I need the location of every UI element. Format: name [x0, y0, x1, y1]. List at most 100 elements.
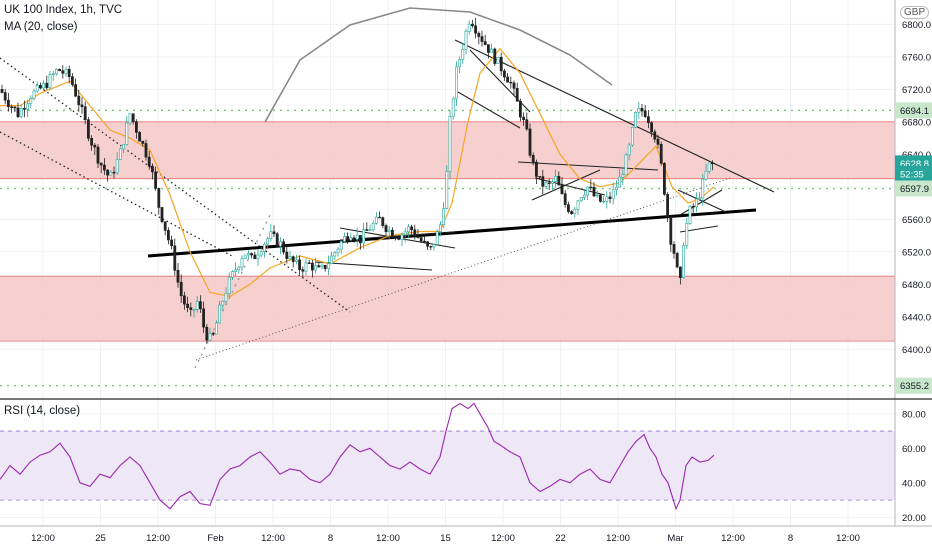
candle-body[interactable]: [173, 245, 177, 271]
candle-body[interactable]: [189, 307, 193, 310]
candle-body[interactable]: [144, 143, 148, 158]
candle-body[interactable]: [611, 189, 615, 199]
pennant-line-3[interactable]: [314, 261, 433, 271]
candle-body[interactable]: [90, 137, 94, 146]
candle-body[interactable]: [339, 241, 343, 250]
candle-body[interactable]: [422, 240, 426, 243]
candle-body[interactable]: [224, 293, 228, 302]
candle-body[interactable]: [448, 116, 452, 172]
candle-body[interactable]: [656, 138, 660, 145]
candle-body[interactable]: [19, 107, 23, 118]
ma-legend[interactable]: MA (20, close): [4, 21, 78, 33]
candle-body[interactable]: [451, 98, 455, 117]
candle-body[interactable]: [3, 92, 7, 101]
candle-body[interactable]: [61, 70, 65, 74]
candle-body[interactable]: [566, 204, 570, 212]
candle-body[interactable]: [614, 186, 618, 190]
candle-body[interactable]: [557, 175, 561, 186]
candle-body[interactable]: [167, 230, 170, 241]
candle-body[interactable]: [570, 211, 574, 215]
candle-body[interactable]: [314, 265, 318, 271]
candle-body[interactable]: [131, 113, 135, 122]
candle-body[interactable]: [323, 264, 327, 269]
candle-body[interactable]: [646, 116, 650, 124]
candle-body[interactable]: [560, 184, 564, 195]
candle-body[interactable]: [499, 56, 503, 72]
candle-body[interactable]: [240, 258, 244, 268]
candle-body[interactable]: [352, 237, 356, 240]
candle-body[interactable]: [253, 254, 257, 260]
candle-body[interactable]: [480, 36, 484, 42]
candle-body[interactable]: [538, 176, 542, 178]
candle-body[interactable]: [278, 241, 282, 247]
candle-body[interactable]: [221, 301, 225, 306]
candle-body[interactable]: [467, 23, 471, 32]
candle-body[interactable]: [285, 251, 289, 259]
candle-body[interactable]: [199, 301, 202, 310]
candle-body[interactable]: [336, 248, 340, 253]
candle-body[interactable]: [432, 244, 436, 248]
candle-body[interactable]: [630, 126, 634, 146]
candle-body[interactable]: [125, 122, 129, 145]
candle-body[interactable]: [400, 234, 404, 240]
candle-body[interactable]: [477, 32, 481, 37]
candle-body[interactable]: [659, 144, 663, 164]
candle-body[interactable]: [573, 208, 577, 215]
candle-body[interactable]: [256, 254, 260, 260]
candle-body[interactable]: [678, 266, 682, 278]
candle-body[interactable]: [215, 322, 218, 335]
candle-body[interactable]: [666, 194, 670, 218]
candle-body[interactable]: [67, 68, 71, 77]
candle-body[interactable]: [374, 216, 378, 224]
candle-body[interactable]: [266, 238, 270, 245]
candle-body[interactable]: [247, 253, 250, 256]
candle-body[interactable]: [410, 226, 414, 231]
candle-body[interactable]: [662, 162, 666, 195]
candle-body[interactable]: [103, 164, 106, 171]
dotted-projection[interactable]: [194, 214, 271, 369]
candle-body[interactable]: [547, 182, 551, 184]
candle-body[interactable]: [288, 256, 292, 259]
neckline-trendline[interactable]: [147, 208, 757, 258]
candle-body[interactable]: [502, 70, 506, 78]
candle-body[interactable]: [115, 159, 119, 174]
candle-body[interactable]: [346, 236, 350, 241]
candle-body[interactable]: [275, 233, 279, 247]
candle-body[interactable]: [205, 326, 209, 341]
candle-body[interactable]: [151, 165, 154, 173]
candle-body[interactable]: [688, 206, 692, 224]
candle-body[interactable]: [195, 301, 199, 310]
candle-body[interactable]: [163, 221, 167, 231]
candle-body[interactable]: [598, 194, 602, 202]
candle-body[interactable]: [349, 237, 353, 241]
candle-body[interactable]: [461, 48, 465, 60]
candle-body[interactable]: [35, 84, 39, 92]
candle-body[interactable]: [58, 69, 62, 71]
candle-body[interactable]: [320, 264, 324, 268]
candle-body[interactable]: [128, 113, 132, 124]
candle-body[interactable]: [333, 252, 337, 257]
candle-body[interactable]: [416, 235, 420, 238]
candle-body[interactable]: [13, 106, 17, 109]
candle-body[interactable]: [192, 309, 196, 311]
candle-body[interactable]: [429, 245, 433, 248]
candle-body[interactable]: [74, 84, 78, 97]
candle-body[interactable]: [301, 269, 305, 272]
candle-body[interactable]: [640, 108, 644, 112]
candle-body[interactable]: [605, 196, 609, 202]
candle-body[interactable]: [45, 82, 49, 89]
candle-body[interactable]: [378, 216, 382, 219]
candle-body[interactable]: [243, 254, 247, 259]
candle-body[interactable]: [157, 188, 161, 208]
candle-body[interactable]: [362, 229, 366, 244]
candle-body[interactable]: [355, 235, 359, 240]
candle-body[interactable]: [653, 131, 657, 140]
candle-body[interactable]: [541, 176, 545, 187]
candle-body[interactable]: [307, 262, 311, 264]
candle-body[interactable]: [403, 231, 407, 236]
candle-body[interactable]: [672, 244, 676, 254]
candle-body[interactable]: [51, 73, 55, 75]
candle-body[interactable]: [413, 229, 417, 237]
candle-body[interactable]: [704, 170, 708, 180]
triangle-line-1[interactable]: [677, 189, 727, 213]
